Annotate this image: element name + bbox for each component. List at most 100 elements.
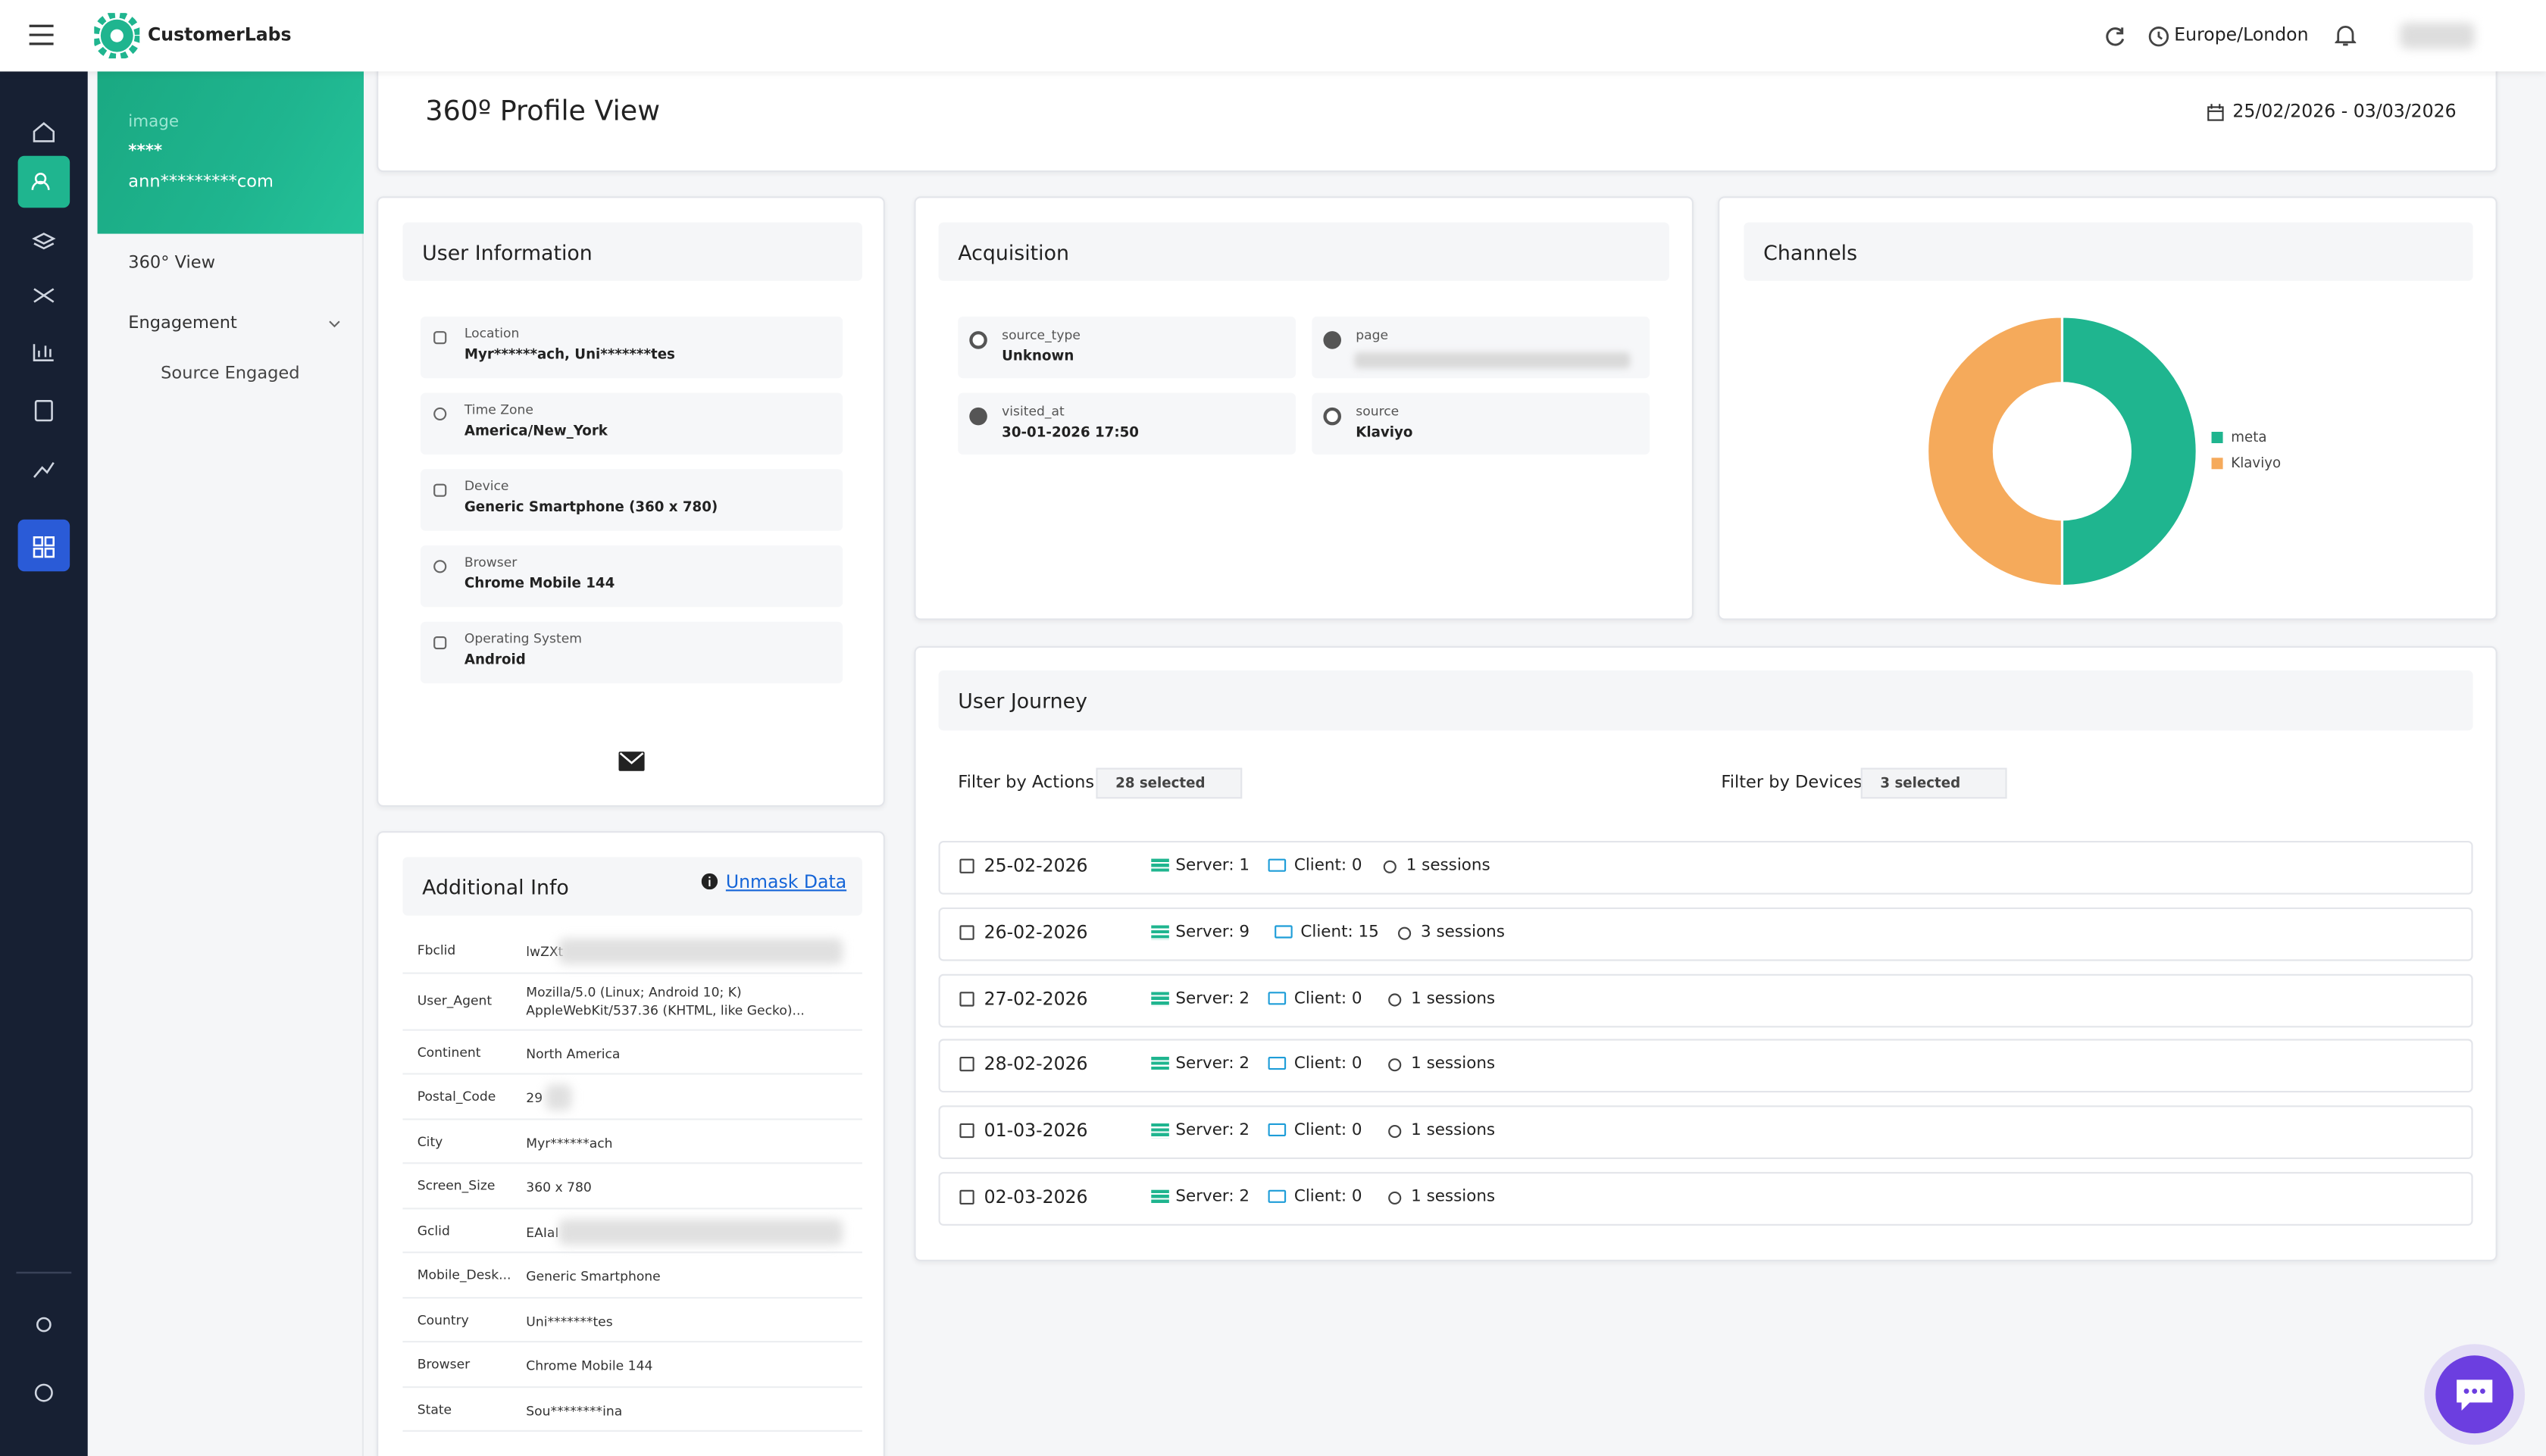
- brand: CustomerLabs: [148, 24, 292, 45]
- date-range[interactable]: 25/02/2026 - 03/03/2026: [2232, 100, 2457, 122]
- server-icon: [1151, 1057, 1169, 1073]
- client-icon: [1268, 1057, 1287, 1070]
- day-date: 28-02-2026: [984, 1054, 1088, 1076]
- session-icon: [1398, 926, 1412, 940]
- client-count: Client: 0: [1293, 1055, 1362, 1074]
- client-icon: [1268, 991, 1287, 1005]
- client-icon: [1268, 858, 1287, 872]
- pie-slice: [1926, 315, 2064, 588]
- nav-item[interactable]: 360° View: [128, 253, 216, 273]
- calendar-icon: [959, 1123, 974, 1139]
- row-key: Postal_Code: [417, 1089, 496, 1104]
- chat-widget[interactable]: [2424, 1344, 2526, 1445]
- icon-sidebar: [0, 71, 88, 1456]
- row-value: Myr******ach: [526, 1135, 613, 1151]
- legend-swatch[interactable]: [2211, 432, 2223, 443]
- logo[interactable]: [94, 13, 140, 59]
- day-date: 01-03-2026: [984, 1120, 1088, 1142]
- user-avatar[interactable]: [2400, 23, 2475, 49]
- info-row: Continent North America: [402, 1030, 862, 1075]
- profile-image: image: [128, 114, 180, 132]
- item-icon: [969, 407, 987, 426]
- info-row: Screen_Size 360 x 780: [402, 1164, 862, 1209]
- row-key: Fbclid: [417, 943, 456, 958]
- filter-select[interactable]: 3 selected: [1860, 767, 2007, 799]
- card-header: Acquisition: [938, 222, 1669, 281]
- info-row: User_Agent Mozilla/5.0 (Linux; Android 10…: [402, 973, 862, 1030]
- server-icon: [1151, 1189, 1169, 1204]
- day-date: 27-02-2026: [984, 988, 1088, 1009]
- blurred-value: [546, 1084, 572, 1111]
- info-icon: [701, 873, 718, 890]
- calendar-icon: [959, 924, 974, 940]
- row-value: Generic Smartphone: [526, 1269, 661, 1284]
- top-bar: CustomerLabs Europe/London: [0, 0, 2546, 72]
- client-count: Client: 0: [1293, 857, 1362, 875]
- server-icon: [1151, 858, 1169, 873]
- card-header: User Information: [402, 222, 862, 281]
- row-key: Browser: [417, 1357, 471, 1372]
- item-label: source: [1356, 404, 1400, 419]
- item-value: Generic Smartphone (360 x 780): [464, 500, 718, 517]
- timezone[interactable]: Europe/London: [2174, 24, 2309, 45]
- filter-select[interactable]: 28 selected: [1096, 767, 1243, 799]
- server-icon: [1151, 924, 1169, 940]
- row-key: Screen_Size: [417, 1178, 496, 1193]
- bell-icon[interactable]: [2335, 24, 2357, 47]
- journey-day[interactable]: 02-03-2026 Server: 2 Client: 0 1 sessions: [938, 1172, 2473, 1226]
- info-row: City Myr******ach: [402, 1120, 862, 1164]
- server-count: Server: 1: [1175, 857, 1250, 875]
- calendar-icon: [959, 1189, 974, 1204]
- legend-label[interactable]: meta: [2231, 430, 2266, 445]
- item-label: source_type: [1002, 327, 1081, 343]
- client-count: Client: 15: [1300, 923, 1379, 942]
- item-label: Operating System: [464, 631, 582, 646]
- item-icon: [433, 483, 447, 497]
- calendar-icon: [2207, 104, 2224, 121]
- info-row: Mobile_Desk... Generic Smartphone: [402, 1253, 862, 1298]
- journey-day[interactable]: 25-02-2026 Server: 1 Client: 0 1 sessions: [938, 841, 2473, 895]
- user-info-card: User Information Location Myr******ach, U…: [377, 196, 885, 807]
- card-header: Additional Info: [402, 857, 862, 916]
- info-row: Country Uni*******tes: [402, 1298, 862, 1343]
- server-count: Server: 2: [1175, 1188, 1250, 1207]
- session-count: 1 sessions: [1411, 1122, 1496, 1140]
- client-count: Client: 0: [1293, 1188, 1362, 1207]
- server-count: Server: 2: [1175, 989, 1250, 1008]
- refresh-icon[interactable]: [2104, 26, 2125, 47]
- legend-label[interactable]: Klaviyo: [2231, 455, 2281, 471]
- info-row: Fbclid lwZXt: [402, 929, 862, 973]
- row-key: Gclid: [417, 1223, 450, 1238]
- item-icon: [969, 331, 987, 349]
- unmask-link[interactable]: Unmask Data: [725, 871, 847, 893]
- client-icon: [1268, 1189, 1287, 1203]
- profile-card: image **** ann*********com: [97, 71, 364, 234]
- nav-item[interactable]: Source Engaged: [161, 364, 300, 383]
- item-label: Time Zone: [464, 402, 533, 417]
- row-value: EAIaI: [526, 1224, 559, 1240]
- item-label: Device: [464, 479, 509, 494]
- session-icon: [1388, 1191, 1402, 1204]
- item-value: America/New_York: [464, 423, 608, 440]
- info-item: Location Myr******ach, Uni*******tes: [421, 316, 843, 379]
- menu-icon[interactable]: [29, 24, 54, 45]
- journey-day[interactable]: 27-02-2026 Server: 2 Client: 0 1 sessions: [938, 973, 2473, 1027]
- card-header: User Journey: [938, 670, 2473, 731]
- nav-item[interactable]: Engagement: [128, 313, 237, 333]
- journey-day[interactable]: 01-03-2026 Server: 2 Client: 0 1 sessions: [938, 1105, 2473, 1160]
- email-icon[interactable]: [618, 751, 645, 771]
- server-count: Server: 9: [1175, 923, 1250, 942]
- item-icon: [1323, 331, 1341, 349]
- title-card: 360º Profile View 25/02/2026 - 03/03/202…: [377, 58, 2498, 173]
- blurred-value: [558, 938, 843, 964]
- session-count: 1 sessions: [1411, 1055, 1496, 1074]
- apps-nav[interactable]: [17, 519, 70, 572]
- journey-day[interactable]: 26-02-2026 Server: 9 Client: 15 3 sessions: [938, 907, 2473, 961]
- item-value: Android: [464, 652, 526, 669]
- row-value: Sou********ina: [526, 1403, 623, 1418]
- chevron[interactable]: [328, 320, 341, 328]
- item-value: Myr******ach, Uni*******tes: [464, 347, 675, 364]
- journey-day[interactable]: 28-02-2026 Server: 2 Client: 0 1 sessions: [938, 1039, 2473, 1093]
- legend-swatch[interactable]: [2211, 458, 2223, 470]
